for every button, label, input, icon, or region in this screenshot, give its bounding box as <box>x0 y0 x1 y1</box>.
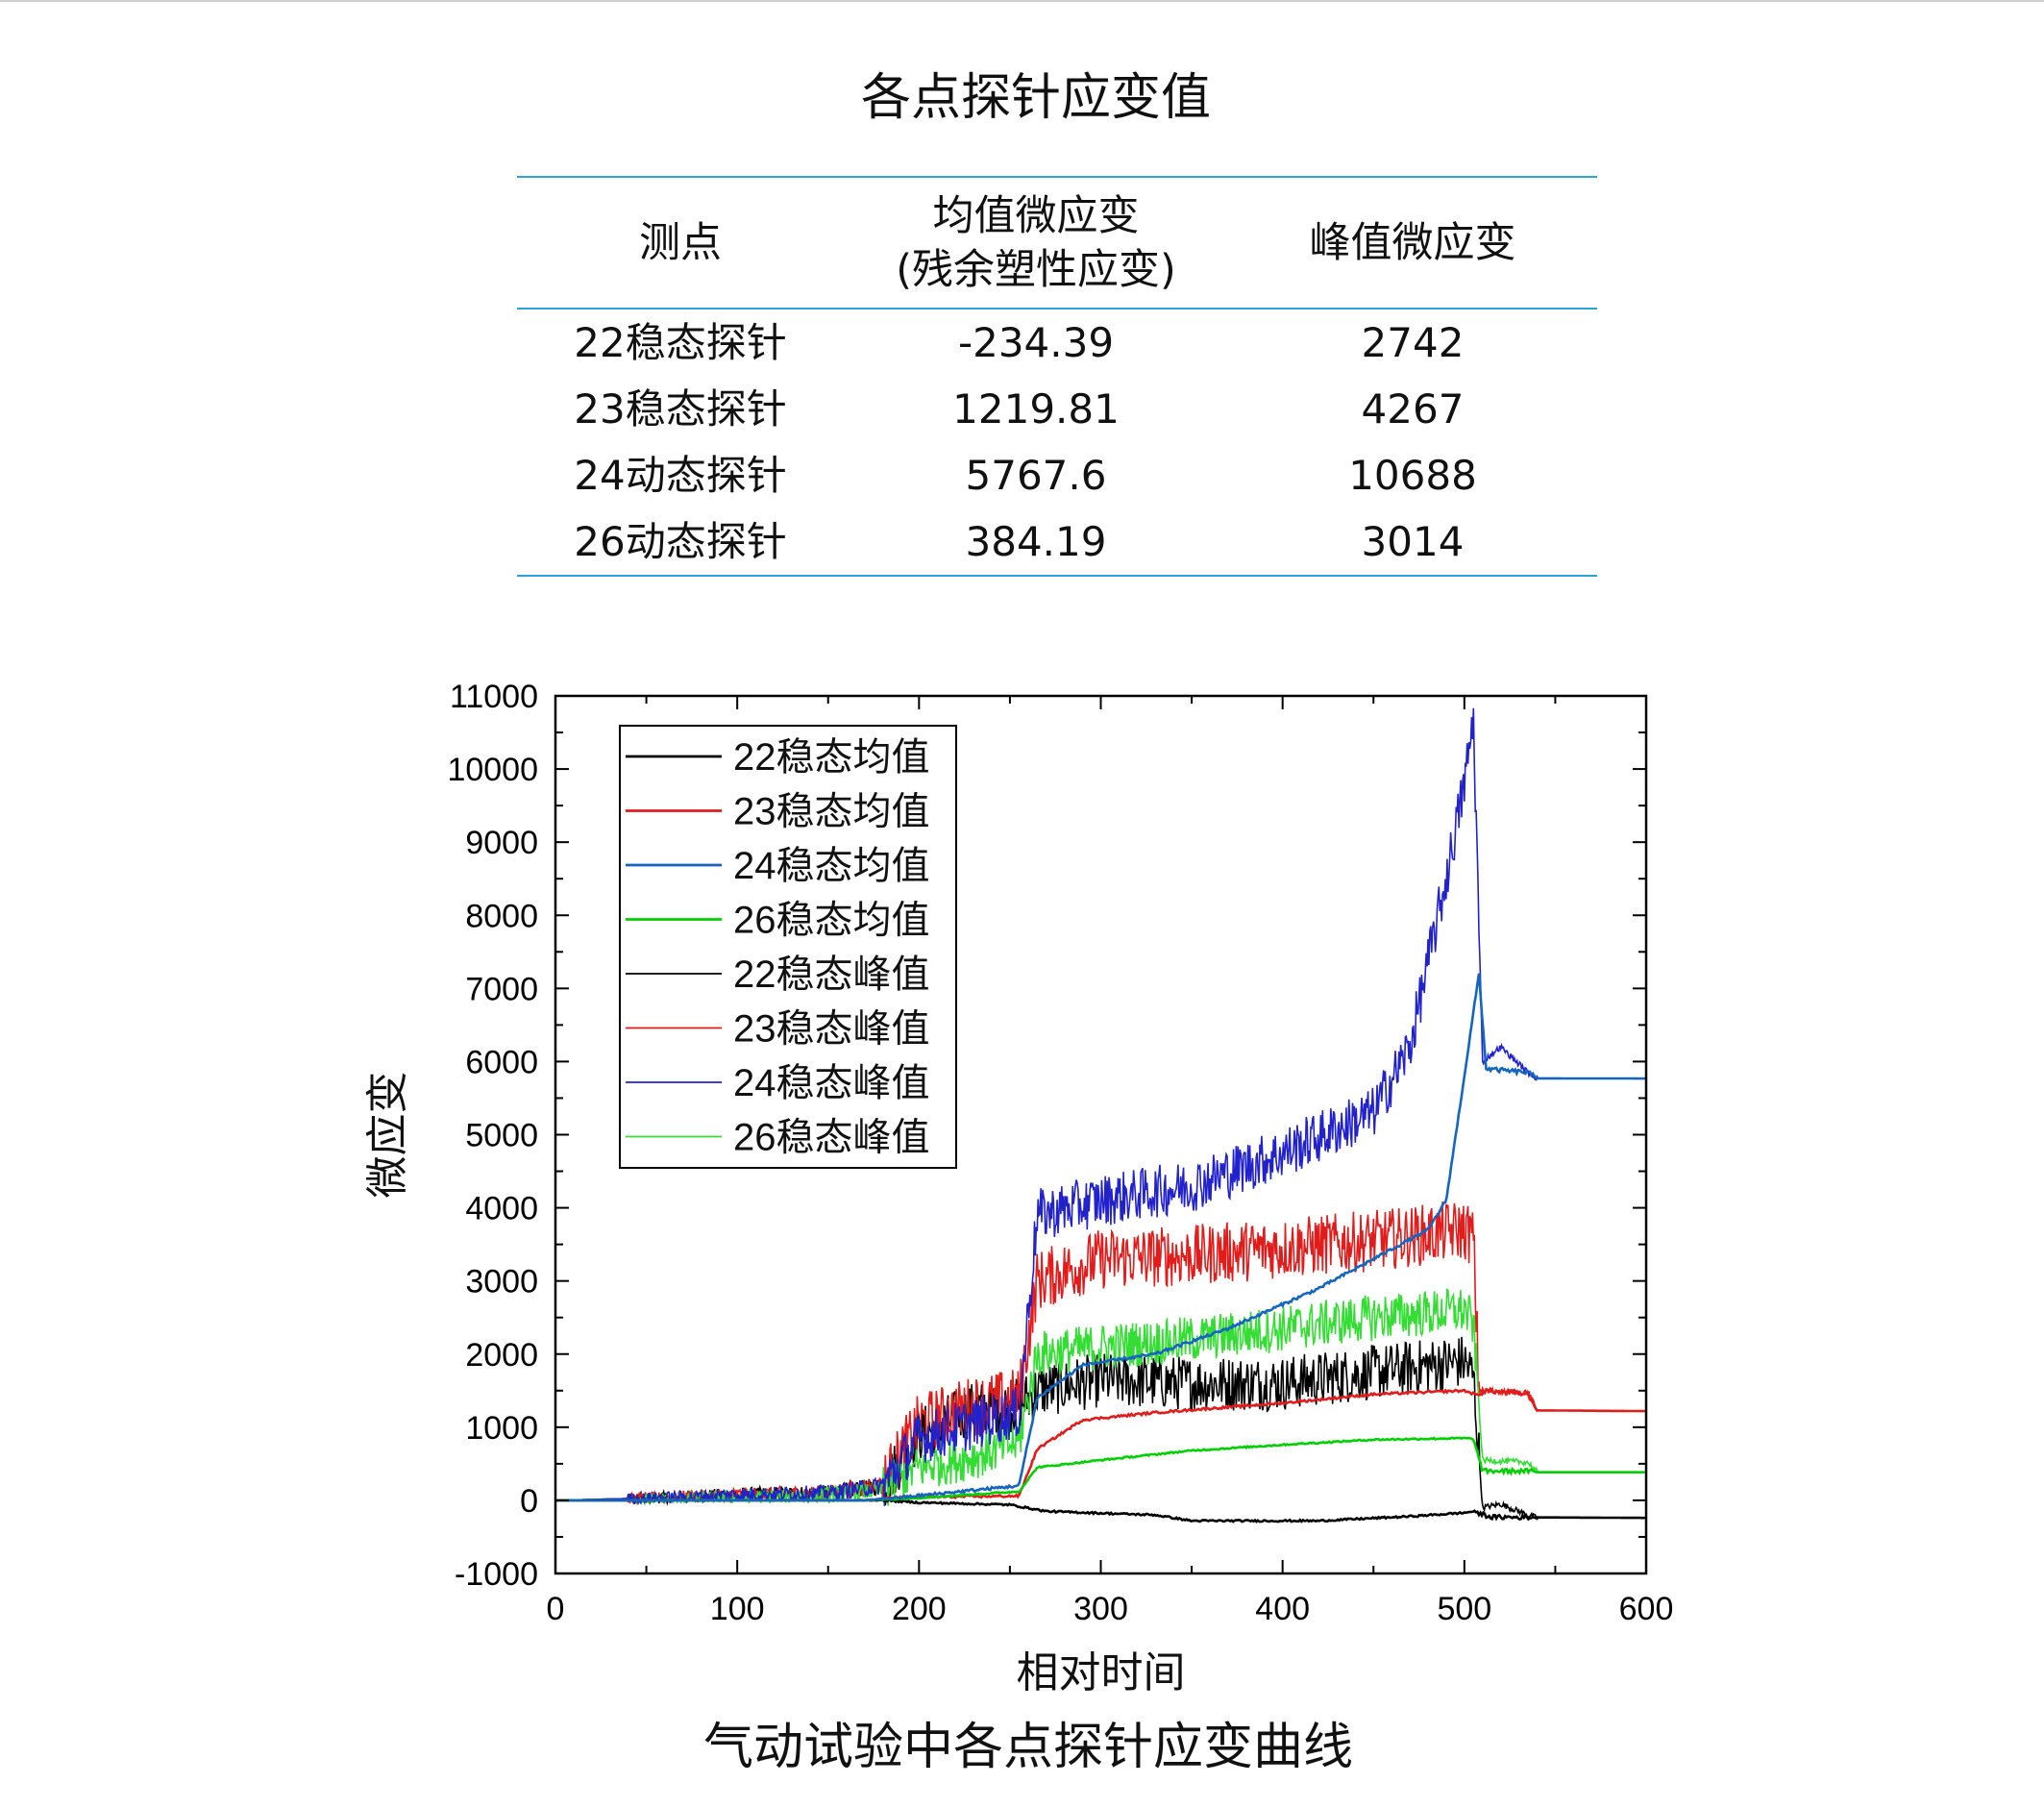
table-row: 23稳态探针 1219.81 4267 <box>517 376 1597 442</box>
table-row: 26动态探针 384.19 3014 <box>517 508 1597 576</box>
cell-point: 26动态探针 <box>574 518 787 565</box>
cell-peak: 2742 <box>1361 319 1465 366</box>
cell-point: 23稳态探针 <box>574 385 787 433</box>
y-tick-label: 3000 <box>465 1264 538 1300</box>
y-tick-label: 4000 <box>465 1191 538 1227</box>
top-divider <box>0 0 2044 2</box>
legend-label: 22稳态均值 <box>733 736 930 779</box>
cell-point: 24动态探针 <box>574 452 787 499</box>
legend-label: 22稳态峰值 <box>733 954 930 996</box>
header-peak: 峰值微应变 <box>1309 218 1516 267</box>
legend-label: 26稳态均值 <box>733 900 930 942</box>
y-tick-label: 9000 <box>465 825 538 861</box>
y-tick-label: 10000 <box>447 752 538 788</box>
series-line <box>555 973 1645 1502</box>
legend-label: 23稳态峰值 <box>733 1008 930 1051</box>
legend-label: 23稳态均值 <box>733 791 930 833</box>
y-tick-label: 11000 <box>450 679 538 715</box>
y-tick-label: 1000 <box>465 1410 538 1447</box>
table-row: 22稳态探针 -234.39 2742 <box>517 309 1597 376</box>
cell-mean: 5767.6 <box>965 452 1107 499</box>
strain-table: 测点 均值微应变 (残余塑性应变) 峰值微应变 22稳态探针 -234.39 2… <box>517 176 1597 577</box>
y-tick-label: 5000 <box>465 1118 538 1154</box>
legend-box <box>619 725 957 1169</box>
series-line <box>555 1288 1646 1506</box>
table-row: 24动态探针 5767.6 10688 <box>517 442 1597 508</box>
legend-label: 24稳态峰值 <box>733 1062 930 1104</box>
cell-point: 22稳态探针 <box>574 319 787 366</box>
cell-peak: 10688 <box>1348 452 1477 499</box>
header-mean-line1: 均值微应变 <box>932 191 1140 240</box>
y-tick-label: 0 <box>520 1483 538 1520</box>
x-tick-label: 600 <box>1619 1591 1674 1627</box>
header-mean-line2: (残余塑性应变) <box>896 245 1176 294</box>
x-tick-label: 100 <box>710 1591 765 1627</box>
x-tick-label: 300 <box>1073 1591 1128 1627</box>
y-tick-label: 6000 <box>465 1044 538 1080</box>
legend-label: 26稳态峰值 <box>733 1117 930 1159</box>
x-tick-label: 0 <box>547 1591 565 1627</box>
header-mean: 均值微应变 (残余塑性应变) <box>844 177 1228 309</box>
legend-label: 24稳态均值 <box>733 845 930 887</box>
series-line <box>555 707 1646 1506</box>
cell-peak: 4267 <box>1361 385 1465 433</box>
x-axis-label: 相对时间 <box>1017 1649 1186 1697</box>
x-tick-label: 200 <box>892 1591 947 1627</box>
cell-mean: -234.39 <box>957 319 1115 366</box>
y-tick-label: 2000 <box>465 1337 538 1374</box>
table-header-row: 测点 均值微应变 (残余塑性应变) 峰值微应变 <box>517 177 1597 309</box>
cell-mean: 384.19 <box>965 518 1107 565</box>
y-tick-label: 7000 <box>465 971 538 1007</box>
strain-line-chart: 0 100 200 300 400 500 600-10000100020003000400… <box>364 679 1674 1697</box>
series-line <box>555 1498 1645 1523</box>
chart-caption: 气动试验中各点探针应变曲线 <box>702 1719 1353 1776</box>
y-tick-label: 8000 <box>465 898 538 934</box>
x-tick-label: 500 <box>1437 1591 1491 1627</box>
cell-mean: 1219.81 <box>952 385 1120 433</box>
header-point: 测点 <box>639 218 722 267</box>
cell-peak: 3014 <box>1361 518 1465 565</box>
x-tick-label: 400 <box>1255 1591 1310 1627</box>
y-axis-label: 微应变 <box>364 1072 411 1199</box>
y-tick-label: -1000 <box>455 1556 538 1593</box>
table-title: 各点探针应变值 <box>860 69 1211 127</box>
